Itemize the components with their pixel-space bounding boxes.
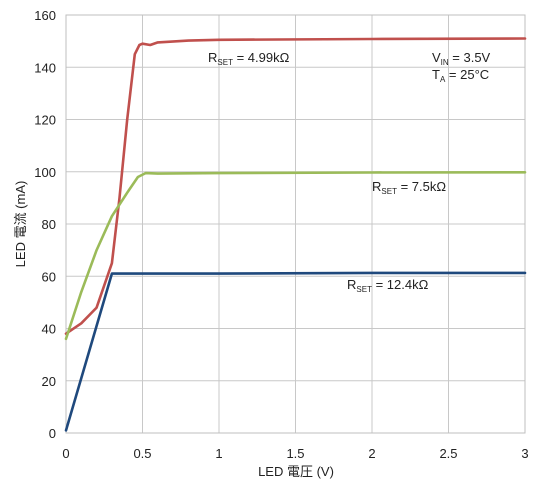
annotation-vin: VIN = 3.5V	[432, 50, 491, 67]
annotation-rest: = 25°C	[445, 67, 489, 82]
series-label-sub: SET	[356, 285, 372, 294]
annotation-sub: A	[440, 75, 446, 84]
series-label-sub: SET	[381, 187, 397, 196]
series-line-2	[64, 271, 527, 432]
y-axis-label: LED 電流 (mA)	[13, 181, 28, 268]
series-label-main: R	[347, 277, 356, 292]
x-tick-labels: 0 0.5 1 1.5 2 2.5 3	[62, 446, 528, 461]
y-tick-label: 20	[42, 374, 56, 389]
annotation-sub: IN	[441, 58, 449, 67]
x-tick-label: 1	[215, 446, 222, 461]
series-label-4.99k: RSET = 4.99kΩ	[208, 50, 290, 67]
x-tick-label: 1.5	[286, 446, 304, 461]
y-tick-label: 100	[34, 165, 56, 180]
annotation-ta: TA = 25°C	[432, 67, 489, 84]
series-line-0	[64, 37, 527, 336]
y-tick-label: 160	[34, 8, 56, 23]
series-label-rest: = 12.4kΩ	[372, 277, 429, 292]
annotation-main: V	[432, 50, 441, 65]
x-tick-label: 3	[521, 446, 528, 461]
x-tick-label: 2.5	[439, 446, 457, 461]
y-tick-label: 60	[42, 269, 56, 284]
series-label-7.5k: RSET = 7.5kΩ	[372, 179, 446, 196]
y-tick-label: 120	[34, 113, 56, 128]
x-tick-label: 0	[62, 446, 69, 461]
series-label-rest: = 4.99kΩ	[233, 50, 290, 65]
x-tick-label: 2	[368, 446, 375, 461]
series-label-rest: = 7.5kΩ	[397, 179, 446, 194]
x-axis-label: LED 電圧 (V)	[258, 464, 334, 479]
y-tick-labels: 0 20 40 60 80 100 120 140 160	[34, 8, 56, 441]
annotation-main: T	[432, 67, 440, 82]
series-label-main: R	[208, 50, 217, 65]
y-tick-label: 40	[42, 322, 56, 337]
y-tick-label: 140	[34, 60, 56, 75]
y-tick-label: 0	[49, 426, 56, 441]
series-label-12.4k: RSET = 12.4kΩ	[347, 277, 429, 294]
annotation-rest: = 3.5V	[449, 50, 491, 65]
plot-frame	[65, 14, 526, 434]
series-line-1	[64, 171, 527, 341]
x-tick-label: 0.5	[133, 446, 151, 461]
series-layer	[64, 37, 527, 432]
y-tick-label: 80	[42, 217, 56, 232]
series-label-sub: SET	[217, 58, 233, 67]
series-label-main: R	[372, 179, 381, 194]
